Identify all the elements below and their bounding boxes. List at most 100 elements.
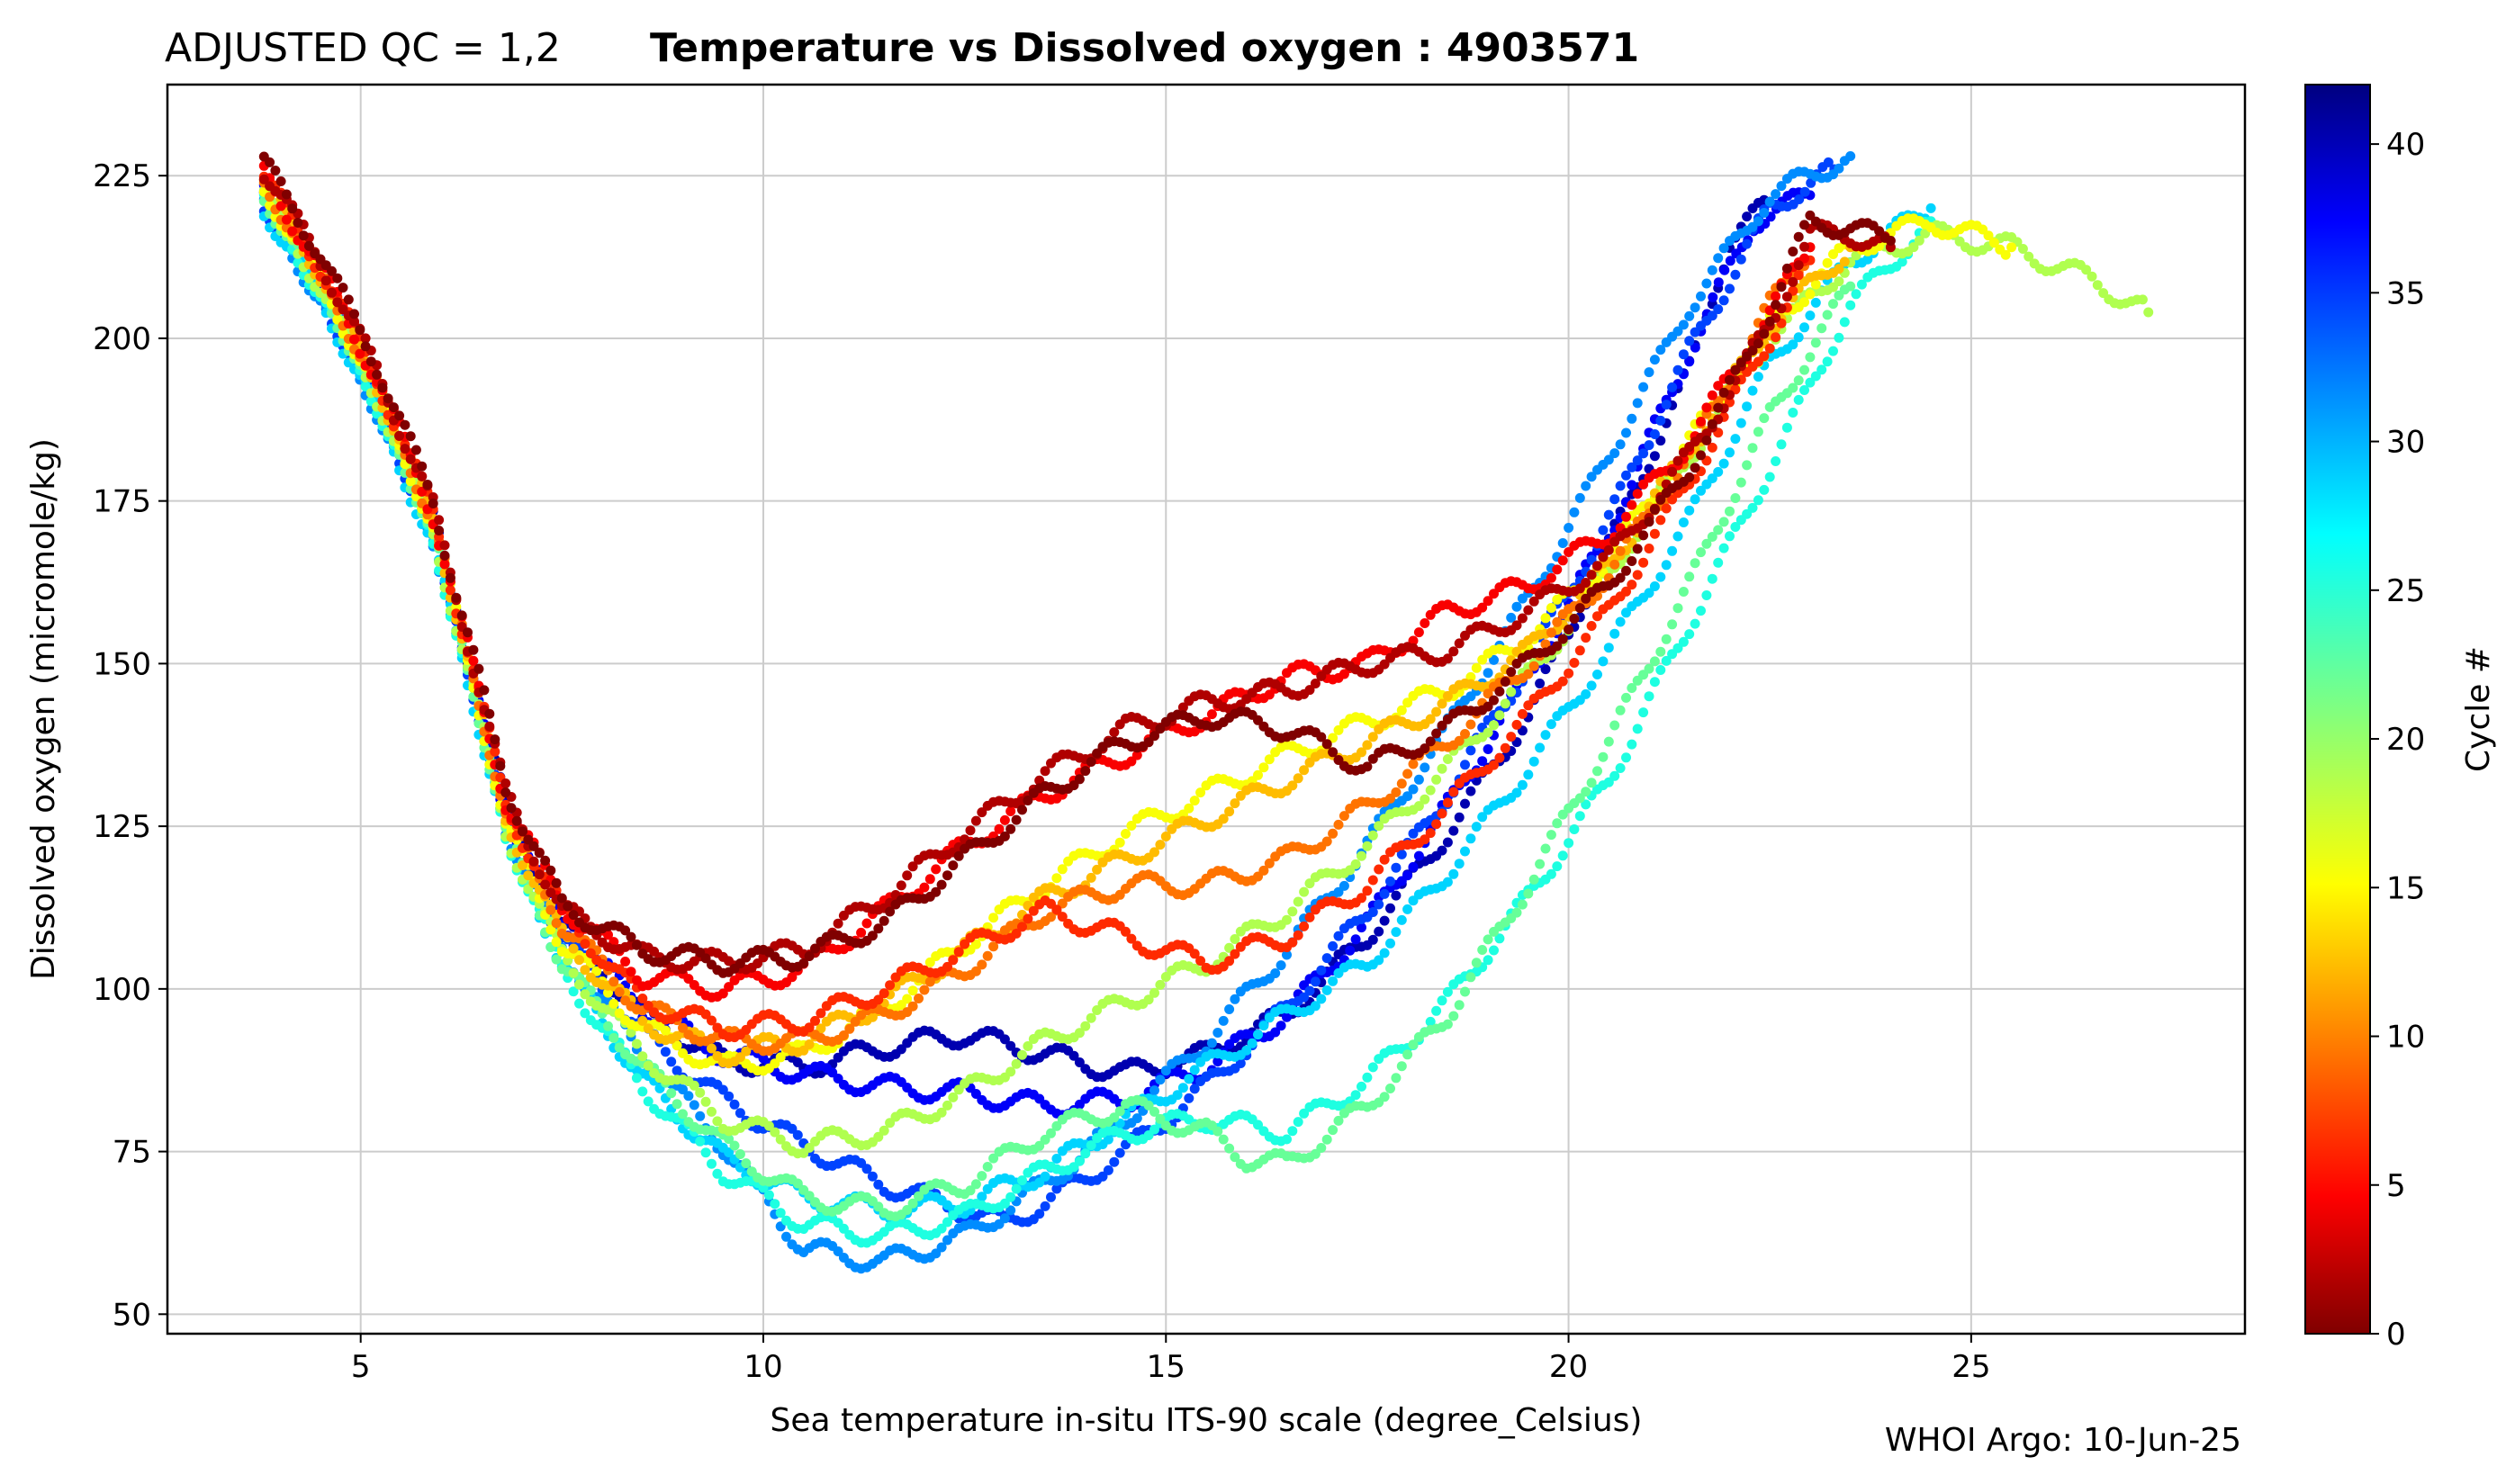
- data-point: [931, 1248, 942, 1259]
- data-point: [1074, 1028, 1085, 1039]
- data-point: [1667, 619, 1678, 630]
- data-point: [988, 941, 999, 952]
- data-point: [1788, 247, 1798, 256]
- data-point: [1109, 1112, 1120, 1123]
- data-point: [810, 943, 820, 954]
- data-point: [1477, 756, 1488, 767]
- data-point: [970, 815, 981, 826]
- data-point: [1713, 253, 1724, 264]
- data-point: [1321, 953, 1332, 964]
- data-point: [907, 1001, 918, 1012]
- data-point: [1730, 493, 1741, 503]
- data-point: [1051, 1154, 1062, 1164]
- data-point: [1206, 709, 1217, 720]
- data-point: [1017, 805, 1027, 815]
- data-point: [1690, 302, 1700, 313]
- data-point: [1506, 667, 1517, 678]
- data-point: [1172, 1090, 1183, 1101]
- data-point: [2000, 249, 2011, 260]
- data-point: [1471, 822, 1482, 832]
- data-point: [1258, 762, 1269, 773]
- data-point: [1086, 1140, 1096, 1151]
- data-point: [1799, 364, 1809, 375]
- data-point: [1552, 641, 1563, 652]
- data-point: [712, 1051, 723, 1061]
- data-point: [545, 865, 556, 876]
- data-point: [1528, 661, 1539, 671]
- data-point: [1609, 628, 1620, 639]
- data-point: [1489, 945, 1499, 956]
- data-point: [1845, 300, 1856, 310]
- data-point: [1160, 832, 1171, 841]
- data-point: [1051, 1183, 1062, 1194]
- data-point: [1621, 565, 1631, 576]
- data-point: [1500, 742, 1510, 753]
- data-point: [1638, 382, 1649, 392]
- data-point: [1437, 845, 1447, 856]
- data-point: [608, 1032, 619, 1043]
- data-point: [1017, 922, 1027, 932]
- x-axis-label: Sea temperature in-situ ITS-90 scale (de…: [771, 1402, 1643, 1439]
- data-point: [1615, 763, 1626, 773]
- data-point: [1040, 766, 1050, 777]
- data-point: [1753, 338, 1763, 349]
- data-point: [1350, 859, 1361, 869]
- data-point: [500, 787, 511, 798]
- data-point: [770, 1199, 780, 1210]
- data-point: [1586, 570, 1597, 580]
- data-point: [1586, 621, 1597, 631]
- data-point: [1564, 625, 1574, 634]
- data-point: [400, 419, 410, 430]
- data-point: [1051, 1120, 1062, 1131]
- data-point: [1598, 552, 1609, 562]
- data-point: [1603, 544, 1614, 555]
- data-point: [1517, 899, 1528, 910]
- data-point: [1574, 492, 1585, 503]
- data-point: [1253, 769, 1263, 780]
- data-point: [1684, 336, 1695, 346]
- data-point: [1212, 1028, 1223, 1038]
- data-point: [1581, 481, 1591, 491]
- data-point: [1759, 413, 1770, 424]
- data-point: [1564, 523, 1574, 533]
- data-point: [1374, 926, 1384, 937]
- data-point: [1357, 1081, 1366, 1092]
- data-point: [666, 1057, 677, 1067]
- data-point: [1374, 821, 1384, 832]
- data-point: [1230, 994, 1240, 1004]
- data-point: [1321, 739, 1332, 750]
- data-point: [1735, 477, 1746, 488]
- data-point: [1460, 729, 1470, 739]
- data-point: [1316, 994, 1327, 1004]
- colorbar-tick-label: 30: [2386, 425, 2425, 461]
- chart-title: Temperature vs Dissolved oxygen : 490357…: [650, 25, 1639, 71]
- data-point: [1725, 531, 1735, 542]
- data-point: [1212, 1057, 1223, 1066]
- data-point: [1661, 400, 1672, 410]
- data-point: [545, 904, 556, 915]
- data-point: [879, 1125, 889, 1136]
- data-point: [343, 294, 354, 305]
- data-point: [1649, 429, 1660, 439]
- data-point: [1391, 1073, 1402, 1084]
- x-tick-label: 10: [744, 1349, 782, 1385]
- data-point: [861, 918, 872, 929]
- data-point: [735, 1149, 745, 1159]
- data-point: [953, 850, 964, 861]
- data-point: [1235, 1058, 1246, 1068]
- data-point: [1908, 242, 1919, 253]
- data-point: [1586, 778, 1597, 788]
- data-point: [707, 1106, 717, 1117]
- data-point: [603, 987, 613, 998]
- data-point: [1546, 627, 1556, 638]
- data-point: [1644, 588, 1654, 598]
- data-point: [637, 1051, 648, 1062]
- data-point: [1747, 346, 1758, 356]
- data-point: [724, 982, 735, 993]
- data-point: [902, 870, 913, 881]
- data-point: [1725, 283, 1735, 294]
- data-point: [804, 1022, 815, 1033]
- data-point: [1413, 627, 1424, 638]
- data-point: [1747, 385, 1758, 396]
- data-point: [1810, 297, 1821, 308]
